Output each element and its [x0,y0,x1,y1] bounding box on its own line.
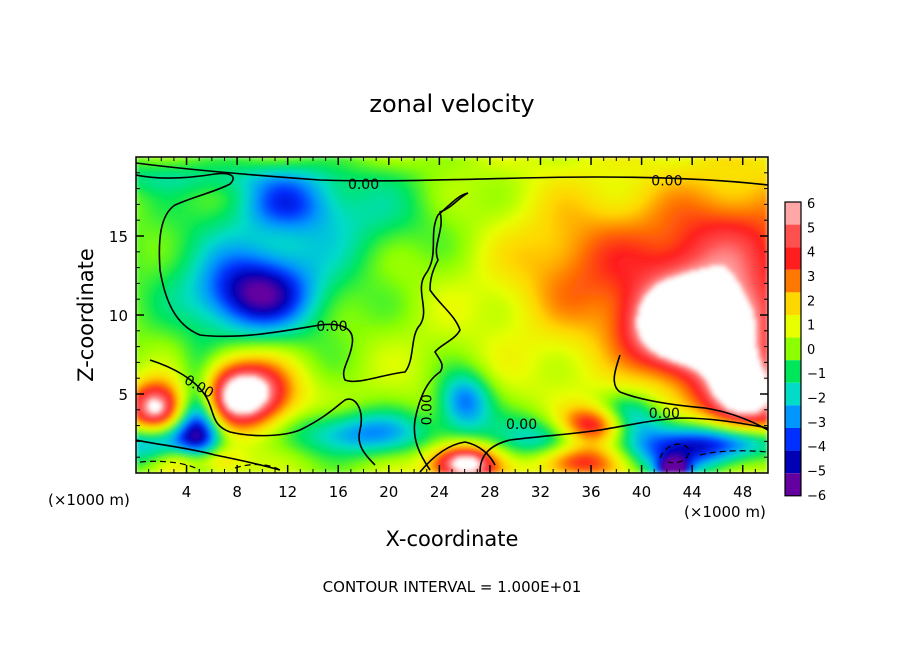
contour-label: 0.00 [420,394,436,425]
x-tick-label: 16 [329,483,348,501]
contour-label: 0.00 [649,406,680,422]
chart-title: zonal velocity [369,90,534,118]
y-tick-label: 15 [109,228,128,246]
colorbar-swatch [785,247,801,270]
colorbar-swatch [785,315,801,338]
colorbar-label: 1 [807,319,815,334]
x-tick-label: 20 [379,483,398,501]
y-tick-label: 5 [118,386,128,404]
colorbar-swatch [785,450,801,474]
x-axis: 4 8 12 16 20 24 28 32 36 40 44 48 [148,157,756,501]
colorbar-swatch [785,269,801,293]
contour-label: 0.00 [506,417,537,433]
colorbar-swatch [785,360,801,383]
colorbar-label: −5 [807,464,826,479]
colorbar: 6 5 4 3 2 1 0 −1 −2 −3 −4 −5 −6 [784,197,826,504]
x-tick-label: 32 [531,483,550,501]
zero-contour-top [136,162,768,186]
zero-contour-bottom-mid [479,417,768,473]
colorbar-swatch [785,292,801,315]
contour-label-text: 0.00 [420,394,436,425]
zero-contour-mid [413,192,469,471]
contour-lines [136,162,768,473]
colorbar-frame [784,201,802,497]
contour-label: 0.00 [316,319,347,335]
contour-label-text: 0.00 [316,319,347,335]
negative-contour-2 [699,450,768,456]
colorbar-label: 2 [807,294,815,309]
x-tick-label: 36 [581,483,600,501]
x-tick-label: 48 [733,483,752,501]
x-axis-label: X-coordinate [386,527,519,551]
colorbar-swatch [785,202,801,225]
colorbar-label: 4 [807,246,815,261]
contour-label-text: 0.00 [651,174,682,190]
contour-label-text: 0.00 [348,177,379,193]
x-tick-label: 40 [632,483,651,501]
x-unit-left: (×1000 m) [48,491,130,509]
colorbar-label: 5 [807,221,815,236]
negative-contour-3 [139,460,201,471]
x-tick-label: 4 [182,483,192,501]
colorbar-swatch [785,473,801,496]
negative-contour-1 [659,443,690,464]
zero-contour-right-lower [419,441,496,473]
zero-contour-bottom-left [136,439,281,471]
colorbar-label: −6 [807,489,826,504]
colorbar-label: 3 [807,270,815,285]
contour-label: 0.00 [348,177,379,193]
colorbar-label: 6 [807,197,815,212]
zero-contour-lower-left [149,359,376,466]
x-tick-label: 44 [683,483,702,501]
colorbar-label: −3 [807,416,826,431]
x-tick-label: 8 [232,483,242,501]
colorbar-swatch [785,224,801,248]
contour-label: 0.00 [651,174,682,190]
colorbar-swatch [785,337,801,361]
x-unit-right: (×1000 m) [684,503,766,521]
negative-contour-4 [234,463,281,471]
y-axis: 5 10 15 [109,172,768,458]
colorbar-label: −4 [807,440,826,455]
contour-interval-note: CONTOUR INTERVAL = 1.000E+01 [323,578,582,596]
x-tick-label: 12 [278,483,297,501]
x-tick-label: 24 [430,483,449,501]
colorbar-label: −1 [807,367,826,382]
contour-label-text: 0.00 [649,406,680,422]
y-axis-label: Z-coordinate [74,248,98,382]
zero-contour-upper-left [136,172,469,383]
plot-area: 0.00 0.000.000.000.00 0.000.00 [135,156,769,474]
colorbar-label: 0 [807,343,815,358]
y-tick-label: 10 [109,307,128,325]
colorbar-label: −2 [807,392,826,407]
x-tick-label: 28 [480,483,499,501]
colorbar-swatch [785,405,801,428]
zero-contour-right-upper [613,354,768,431]
colorbar-swatch [785,428,801,451]
colorbar-swatch [785,382,801,406]
contour-label-text: 0.00 [506,417,537,433]
